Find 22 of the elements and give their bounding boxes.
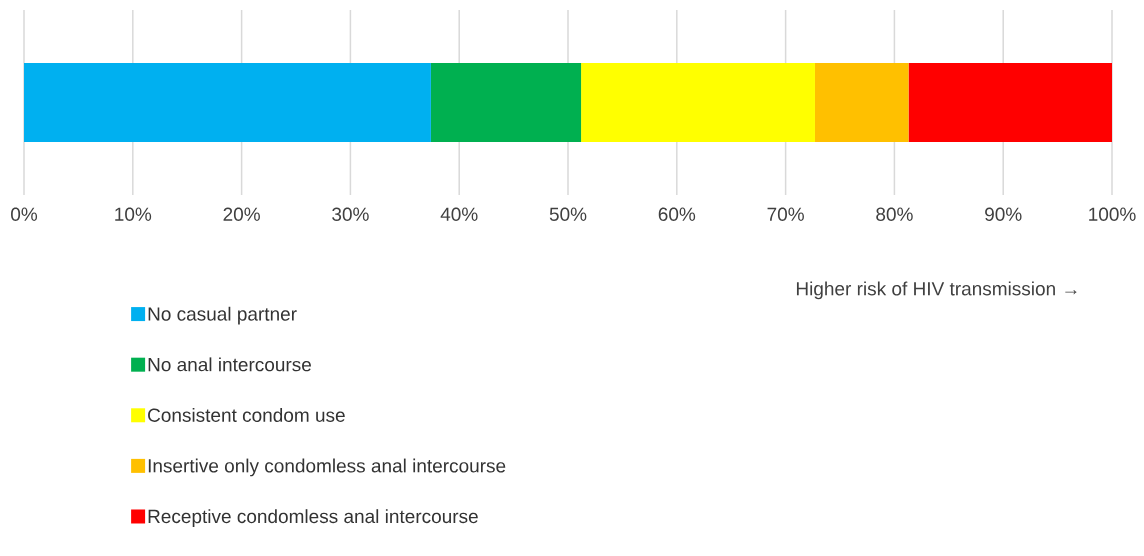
x-tick-label: 40% [440,207,478,221]
bar [814,62,909,142]
x-tick-label: 10% [115,207,152,221]
x-tick-label: 90% [985,207,1022,221]
x-tick-label: 0% [11,207,38,221]
x-tick-label: 60% [658,207,696,221]
x-tick-label: 80% [876,207,913,221]
legend-label: Receptive condomless anal intercourse [148,509,478,527]
x-tick-label: 30% [332,207,369,221]
legend-label: Insertive only condomless anal intercourse [148,458,506,477]
bar [430,62,582,142]
x-tick-label: 70% [767,207,804,221]
x-axis-title: Higher risk of HIV transmission → [796,281,1077,300]
x-tick-label: 20% [223,207,260,221]
legend-label: No casual partner [148,306,297,325]
bar [24,62,431,142]
x-tick-label: 50% [549,207,587,221]
x-tick-label: 100% [1089,207,1136,221]
bar [581,62,815,142]
bar [908,62,1112,142]
legend-label: No anal intercourse [148,357,311,372]
legend-label: Consistent condom use [148,407,345,422]
